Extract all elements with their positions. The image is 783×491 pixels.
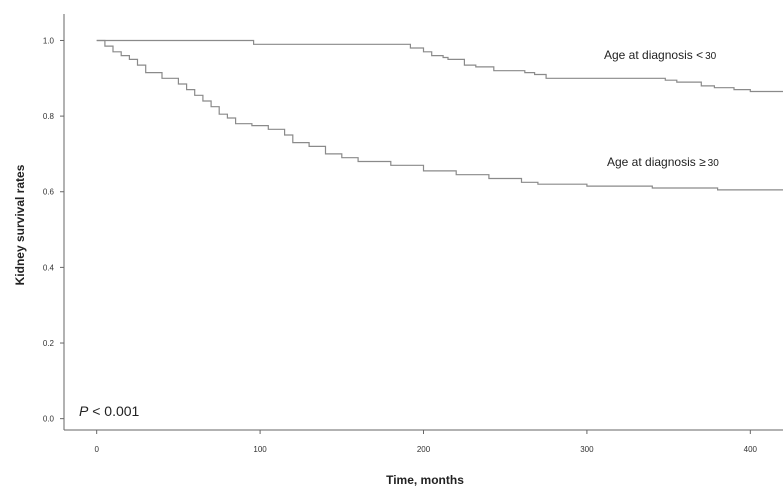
series-label-under-30-symbol: <	[696, 48, 703, 62]
p-value-annotation: P < 0.001	[79, 403, 140, 419]
series-group	[96, 39, 783, 191]
x-axis-title: Time, months	[386, 473, 464, 487]
series-label-30-plus-prefix: Age at diagnosis	[607, 155, 699, 169]
x-tick-label: 0	[94, 445, 99, 454]
y-tick-label: 0.2	[43, 339, 55, 348]
series-label-under-30-number: 30	[705, 51, 717, 62]
y-tick-label: 1.0	[43, 36, 55, 45]
series-label-30-plus: Age at diagnosis ≥30	[607, 155, 719, 169]
series-label-under-30-prefix: Age at diagnosis	[604, 48, 696, 62]
series-label-under-30: Age at diagnosis <30	[604, 48, 717, 62]
x-tick-label: 300	[580, 445, 594, 454]
series-label-30-plus-number: 30	[708, 158, 720, 169]
y-tick-group: 0.0 0.2 0.4 0.6 0.8 1.0	[43, 36, 64, 424]
y-tick-label: 0.8	[43, 112, 55, 121]
y-tick-label: 0.4	[43, 263, 55, 272]
x-tick-label: 400	[744, 445, 758, 454]
series-label-30-plus-symbol: ≥	[699, 155, 706, 169]
survival-curve-under-30	[96, 39, 783, 93]
p-value-text: < 0.001	[88, 403, 139, 419]
y-axis: 0.0 0.2 0.4 0.6 0.8 1.0	[43, 14, 65, 430]
survival-curve-30-plus	[96, 39, 783, 191]
x-axis: 0 100 200 300 400	[64, 429, 783, 454]
x-tick-label: 100	[253, 445, 267, 454]
y-tick-label: 0.6	[43, 188, 55, 197]
p-value-symbol: P	[79, 403, 89, 419]
x-tick-label: 200	[417, 445, 431, 454]
y-axis-title: Kidney survival rates	[13, 164, 27, 285]
x-tick-group: 0 100 200 300 400	[94, 430, 758, 454]
y-tick-label: 0.0	[43, 415, 55, 424]
